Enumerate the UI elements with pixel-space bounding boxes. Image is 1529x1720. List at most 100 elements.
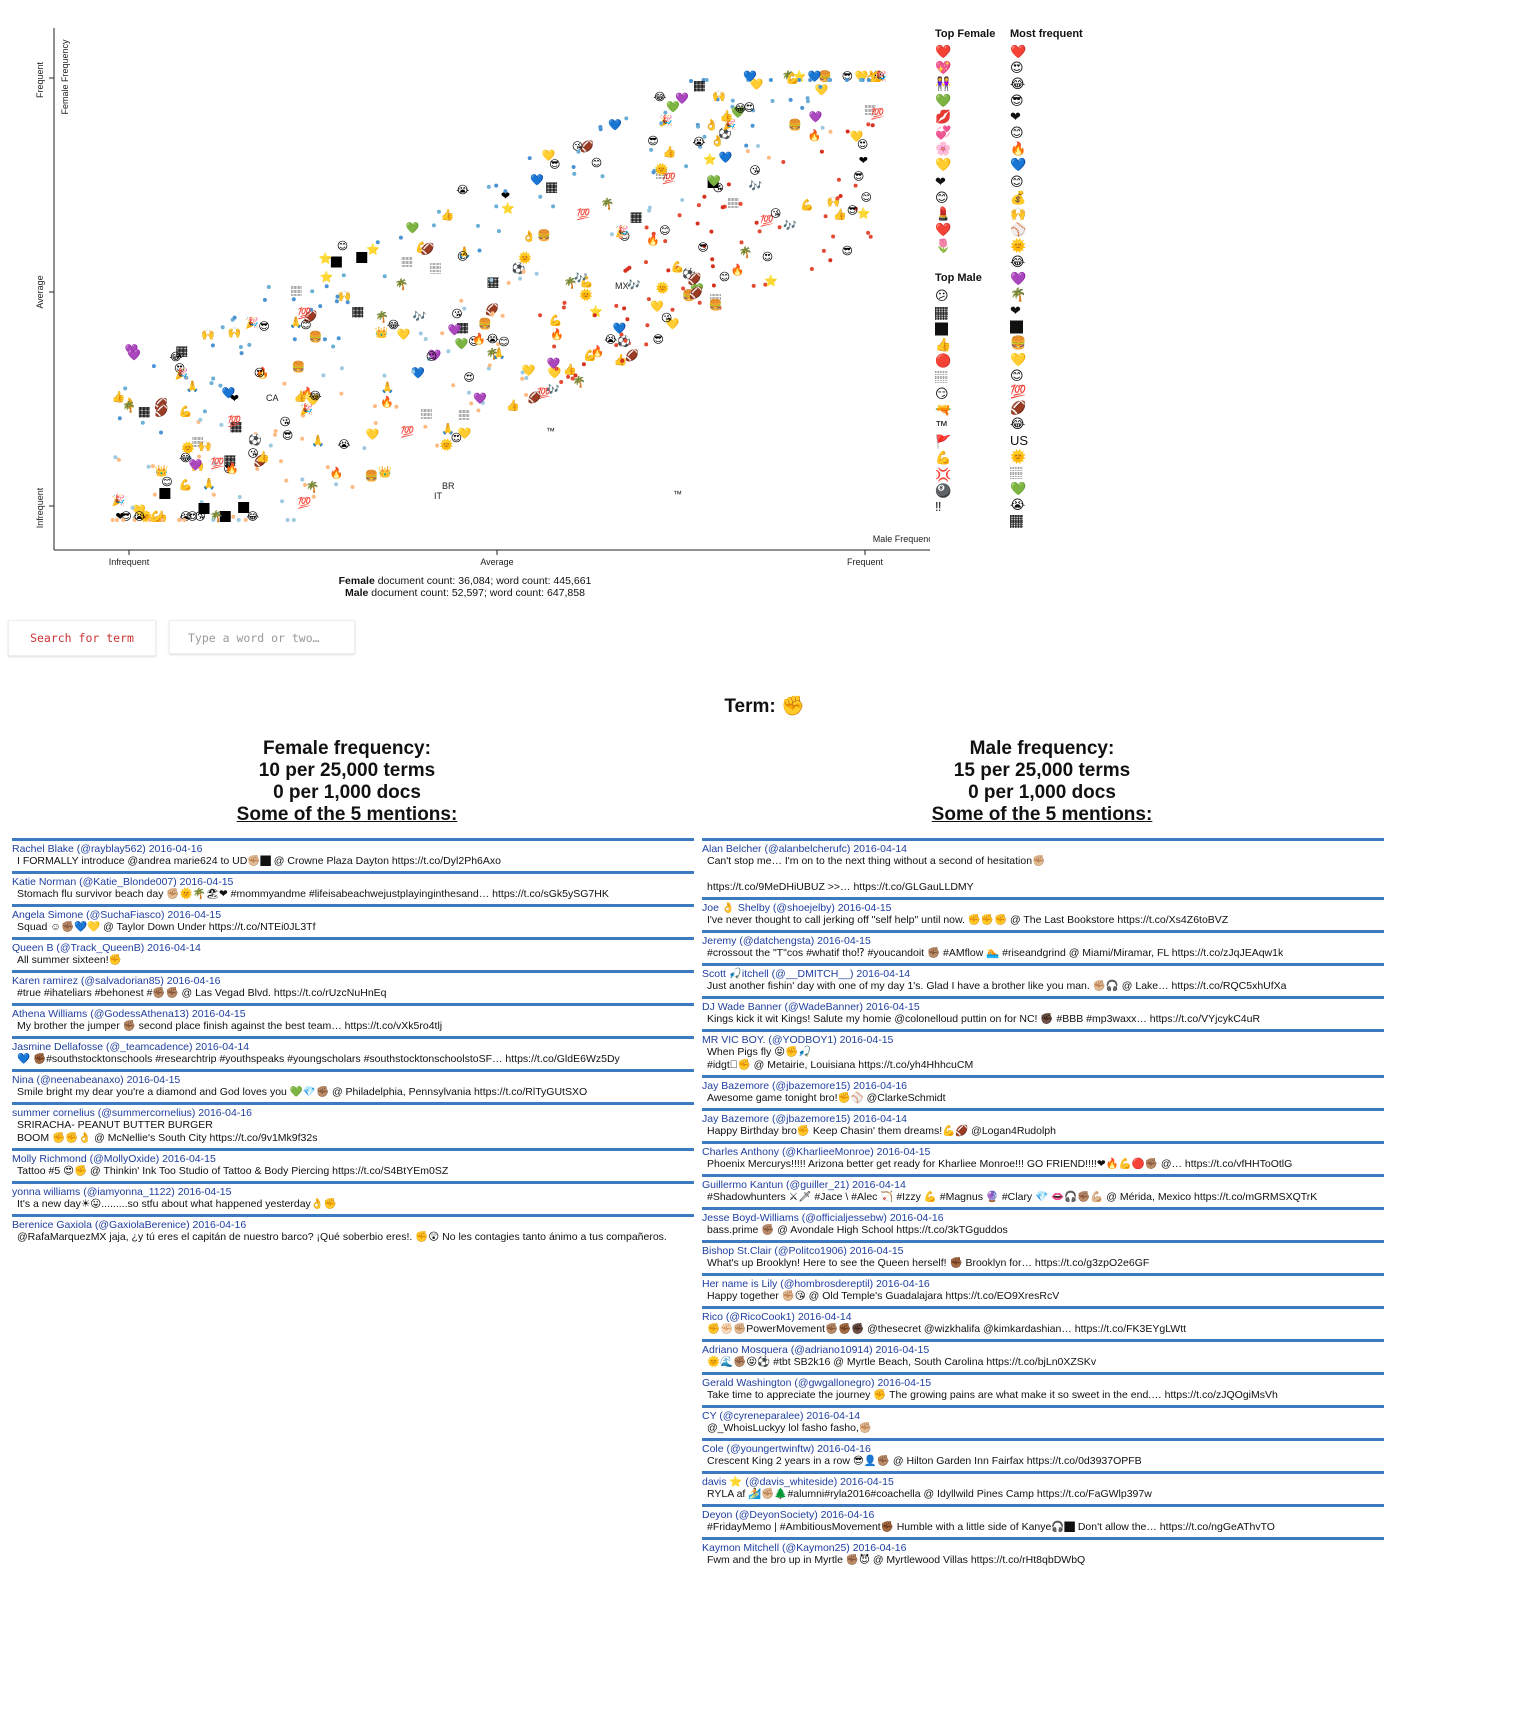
scatter-point[interactable] (521, 269, 526, 274)
scatter-point[interactable]: 😍 (762, 252, 773, 264)
scatter-point[interactable]: 😎 (653, 334, 664, 346)
scatter-point[interactable]: 🏿 (356, 252, 367, 264)
scatter-point[interactable]: 💛 (132, 504, 146, 517)
scatter-point[interactable]: 😍 (451, 432, 462, 444)
scatter-point[interactable] (702, 244, 707, 248)
most-frequent-item[interactable]: 😍 (1010, 60, 1024, 76)
most-frequent-item[interactable]: 🏈 (1010, 400, 1027, 416)
scatter-point[interactable]: 🙏 (202, 478, 216, 491)
scatter-point[interactable] (651, 231, 656, 236)
scatter-point[interactable] (614, 343, 619, 348)
scatter-point[interactable]: 🍔 (309, 330, 323, 343)
scatter-point[interactable] (309, 307, 313, 312)
scatter-point[interactable]: 💯 (662, 172, 676, 185)
scatter-point[interactable]: 🙏 (458, 246, 472, 259)
scatter-point[interactable] (398, 235, 403, 240)
scatter-point[interactable]: 🏈 (625, 349, 639, 362)
scatter-point[interactable] (663, 239, 668, 244)
scatter-point[interactable] (161, 406, 166, 411)
scatter-point[interactable]: 💜 (125, 344, 139, 357)
most-frequent-item[interactable]: 💰 (1010, 189, 1027, 205)
scatter-point[interactable]: 🏽 (430, 263, 441, 275)
most-frequent-item[interactable]: 🌞 (1010, 238, 1027, 254)
scatter-point[interactable] (730, 98, 735, 103)
scatter-point[interactable]: 🌴 (782, 70, 796, 83)
scatter-point[interactable] (858, 78, 863, 82)
most-frequent-item[interactable]: 🏾 (1010, 513, 1024, 529)
mention-author-link[interactable]: Karen ramirez (@salvadorian85) 2016-04-1… (12, 975, 221, 987)
scatter-point[interactable]: 💪 (671, 261, 685, 274)
top-female-item[interactable]: ❤️ (935, 222, 952, 238)
scatter-point[interactable]: 🔥 (731, 264, 745, 277)
scatter-point[interactable] (335, 294, 340, 299)
scatter-point[interactable] (623, 268, 628, 273)
scatter-point[interactable] (677, 213, 682, 218)
point-label-ca[interactable]: CA (266, 393, 279, 403)
scatter-point[interactable]: 🏾 (546, 182, 557, 194)
scatter-point[interactable]: 🌞 (440, 438, 454, 452)
scatter-point[interactable] (300, 436, 305, 441)
scatter-point[interactable] (159, 430, 163, 435)
scatter-point[interactable]: 🏈 (485, 303, 499, 316)
scatter-point[interactable]: 😎 (223, 464, 234, 476)
top-male-item[interactable]: 💢 (935, 466, 952, 482)
scatter-point[interactable]: 💜 (675, 92, 689, 105)
scatter-point[interactable]: 😎 (647, 135, 658, 147)
scatter-point[interactable] (746, 78, 751, 82)
scatter-point[interactable]: 💙 (743, 70, 757, 83)
most-frequent-item[interactable]: 🌴 (1010, 286, 1027, 302)
scatter-point[interactable]: 🍔 (537, 229, 551, 242)
most-frequent-item[interactable]: 😊 (1010, 124, 1024, 140)
scatter-point[interactable]: ⭐ (366, 243, 380, 256)
scatter-point[interactable] (318, 304, 323, 309)
scatter-point[interactable] (486, 366, 491, 371)
scatter-point[interactable]: 💯 (211, 457, 225, 470)
scatter-point[interactable]: 🌞 (655, 162, 669, 176)
scatter-point[interactable]: 🙏 (289, 316, 303, 329)
scatter-point[interactable] (506, 280, 511, 285)
scatter-point[interactable] (622, 306, 627, 311)
scatter-point[interactable] (459, 298, 464, 303)
scatter-point[interactable] (212, 461, 217, 466)
scatter-point[interactable]: 😘 (770, 208, 781, 220)
scatter-point[interactable] (756, 144, 760, 148)
scatter-point[interactable] (280, 499, 285, 504)
scatter-point[interactable]: ⚽ (681, 268, 696, 281)
scatter-point[interactable] (279, 459, 283, 464)
scatter-point[interactable]: ⭐ (857, 207, 871, 220)
scatter-point[interactable]: 👍 (112, 390, 126, 403)
scatter-point[interactable]: 😊 (591, 158, 602, 170)
scatter-point[interactable]: 😘 (572, 141, 583, 153)
scatter-point[interactable] (324, 284, 329, 289)
scatter-point[interactable] (598, 127, 603, 132)
scatter-point[interactable]: 💛 (522, 364, 536, 377)
scatter-point[interactable]: 💯 (577, 208, 591, 221)
scatter-point[interactable]: 💪 (549, 314, 563, 327)
scatter-point[interactable] (231, 514, 236, 519)
scatter-point[interactable]: 💛 (750, 78, 764, 91)
scatter-point[interactable] (754, 220, 759, 225)
scatter-point[interactable] (527, 156, 532, 161)
point-label-tm-2[interactable]: ™ (546, 426, 555, 436)
scatter-point[interactable] (500, 313, 505, 318)
scatter-point[interactable]: 😂 (653, 92, 666, 104)
scatter-point[interactable]: 👍 (441, 209, 455, 222)
top-male-item[interactable]: 😏 (935, 385, 949, 401)
scatter-point[interactable] (645, 323, 650, 328)
mention-author-link[interactable]: Joe 👌 Shelby (@shoejelby) 2016-04-15 (702, 902, 892, 914)
scatter-point[interactable]: 🔥 (330, 466, 344, 479)
scatter-point[interactable]: 🌞 (579, 288, 593, 302)
scatter-point[interactable]: ⭐ (319, 252, 333, 265)
scatter-point[interactable] (739, 240, 744, 245)
scatter-point[interactable]: 💙 (411, 366, 425, 379)
scatter-point[interactable] (321, 373, 326, 378)
scatter-point[interactable] (220, 325, 225, 330)
scatter-point[interactable] (382, 373, 387, 378)
scatter-point[interactable] (123, 386, 128, 391)
mention-author-link[interactable]: Cole (@youngertwinftw) 2016-04-16 (702, 1443, 871, 1455)
scatter-point[interactable] (273, 432, 277, 437)
scatter-point[interactable] (538, 313, 543, 318)
scatter-point[interactable] (210, 343, 215, 348)
scatter-point[interactable]: 🌴 (395, 278, 409, 291)
scatter-point[interactable]: 😎 (258, 321, 269, 333)
